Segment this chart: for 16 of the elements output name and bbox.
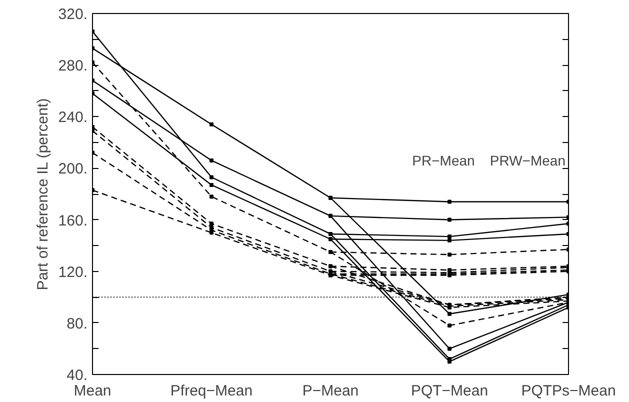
y-tick-label: 160. (58, 212, 88, 230)
annotation: PR−Mean (412, 152, 475, 169)
y-tick-label: 40. (66, 367, 88, 384)
y-axis-title: Part of reference IL (percent) (34, 98, 52, 290)
x-tick-label: PQTPs−Mean (521, 382, 616, 400)
x-tick-label: Pfreq−Mean (170, 382, 253, 400)
x-tick-label: PQT−Mean (410, 382, 488, 400)
x-tick-label: P−Mean (302, 382, 359, 400)
y-tick-label: 320. (58, 6, 88, 23)
y-tick-label: 80. (66, 315, 88, 332)
y-tick-label: 120. (58, 264, 88, 281)
y-tick-label: 200. (58, 160, 88, 178)
y-tick-label: 280. (58, 58, 88, 75)
x-tick-label: Mean (74, 382, 112, 400)
y-tick-label: 240. (58, 109, 88, 126)
annotation: PRW−Mean (490, 152, 566, 169)
